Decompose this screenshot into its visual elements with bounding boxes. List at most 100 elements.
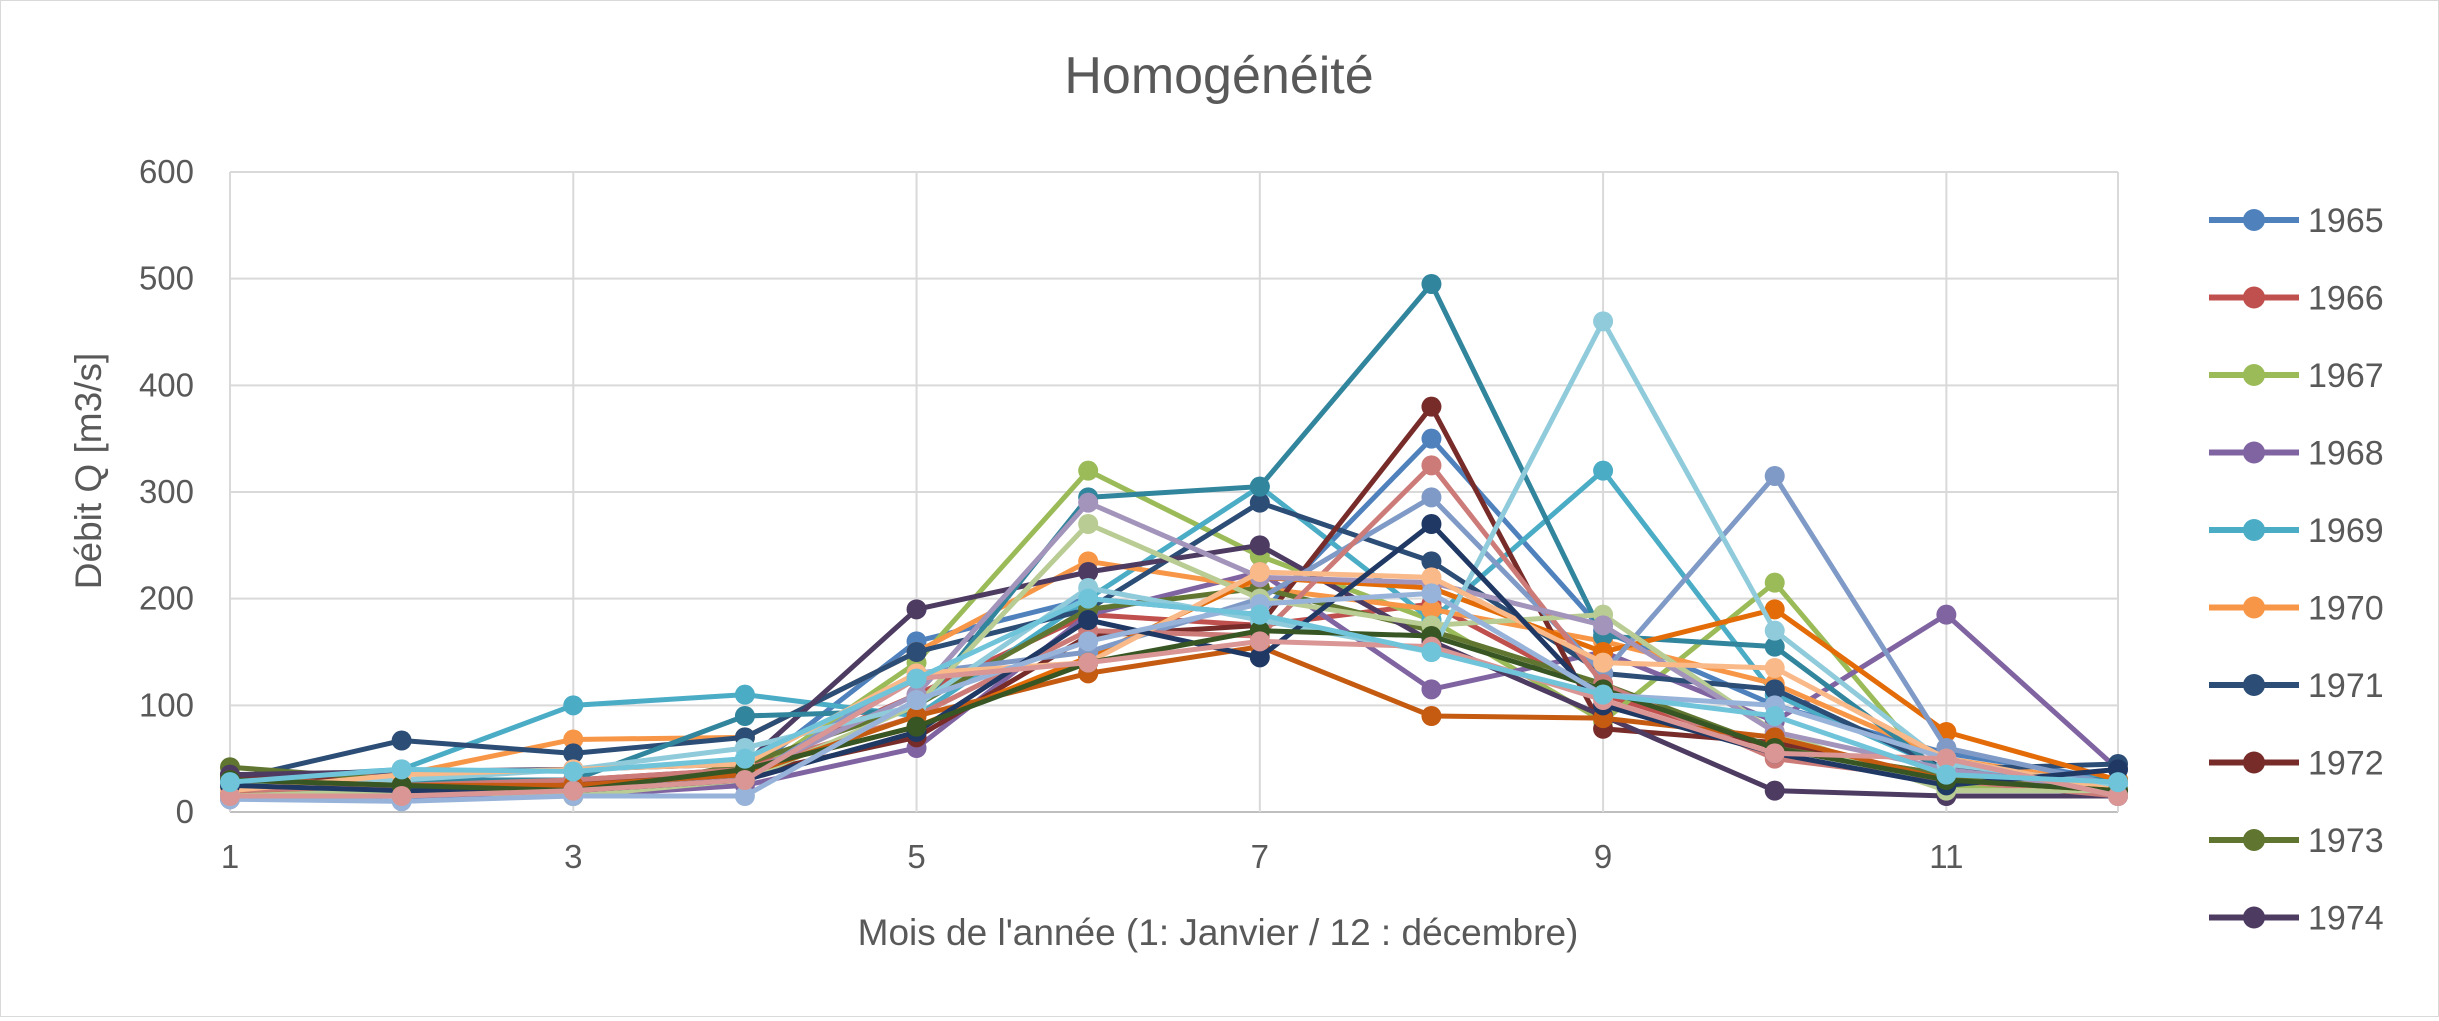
data-point — [1421, 455, 1442, 476]
data-point — [1249, 476, 1270, 497]
data-point — [1421, 583, 1442, 604]
legend-swatch-marker — [2243, 286, 2265, 309]
data-point — [1421, 551, 1442, 572]
data-point — [1764, 572, 1785, 593]
legend-item-1968: 1968 — [2209, 435, 2384, 473]
data-point — [906, 599, 927, 620]
x-axis-ticks: 1 3 5 7 9 11 — [221, 838, 1964, 875]
legend-label: 1968 — [2308, 435, 2384, 473]
data-point — [1078, 492, 1099, 513]
data-point — [391, 786, 412, 806]
data-point — [1249, 647, 1270, 668]
data-point — [1764, 743, 1785, 764]
data-point — [1078, 652, 1099, 673]
data-point — [1764, 679, 1785, 700]
series-line — [227, 596, 2121, 785]
legend-swatch-marker — [2243, 364, 2265, 386]
data-point — [220, 786, 240, 806]
data-point — [1421, 599, 1442, 620]
y-tick-label: 100 — [139, 686, 194, 723]
data-point — [1936, 604, 1957, 625]
y-axis-label: Débit Q [m3/s] — [68, 353, 109, 589]
series-unlabeled-24 — [220, 588, 2128, 793]
y-tick-label: 200 — [139, 580, 194, 617]
data-point — [1249, 535, 1270, 556]
data-point — [1249, 492, 1270, 513]
legend-swatch-marker — [2243, 674, 2265, 696]
data-point — [1593, 684, 1614, 705]
legend-label: 1966 — [2308, 280, 2384, 318]
x-axis-label: Mois de l'année (1: Janvier / 12 : décem… — [858, 912, 1579, 953]
series-layer — [220, 274, 2128, 812]
data-point — [1764, 706, 1785, 726]
data-point — [1593, 652, 1614, 673]
data-point — [1078, 562, 1099, 582]
legend-swatch-marker — [2243, 519, 2265, 541]
data-point — [1764, 636, 1785, 657]
legend-label: 1972 — [2308, 745, 2384, 783]
data-point — [563, 761, 584, 782]
data-point — [1764, 620, 1785, 641]
legend-item-1973: 1973 — [2209, 822, 2384, 860]
data-point — [734, 770, 755, 790]
legend-swatch-marker — [2243, 906, 2265, 929]
data-point — [906, 690, 927, 710]
data-point — [1421, 274, 1442, 294]
legend-swatch-marker — [2243, 209, 2265, 231]
data-point — [1078, 514, 1099, 534]
legend-item-1966: 1966 — [2209, 280, 2384, 318]
legend-item-1965: 1965 — [2209, 202, 2384, 240]
data-point — [563, 729, 584, 750]
gridlines — [229, 171, 2119, 813]
data-point — [734, 786, 755, 806]
data-point — [1421, 567, 1442, 588]
data-point — [1249, 631, 1270, 652]
data-point — [906, 716, 927, 737]
legend-label: 1974 — [2308, 900, 2384, 938]
legend-label: 1970 — [2308, 590, 2384, 628]
data-point — [563, 743, 584, 764]
data-point — [1421, 396, 1442, 417]
legend-label: 1971 — [2308, 667, 2384, 705]
data-point — [1078, 460, 1099, 481]
legend-swatch-marker — [2243, 751, 2265, 774]
data-point — [2108, 772, 2128, 793]
data-point — [1421, 642, 1442, 662]
series-line — [227, 500, 2121, 783]
data-point — [1764, 780, 1785, 801]
data-point — [1764, 466, 1785, 486]
series-1965 — [220, 428, 2128, 799]
x-tick-label: 9 — [1594, 838, 1612, 875]
data-point — [2108, 786, 2128, 806]
data-point — [1421, 679, 1442, 700]
data-point — [1249, 604, 1270, 625]
x-tick-label: 11 — [1929, 838, 1963, 875]
data-point — [1078, 610, 1099, 630]
data-point — [1078, 588, 1099, 609]
data-point — [1421, 706, 1442, 726]
y-tick-label: 600 — [139, 153, 194, 190]
legend-swatch-marker — [2243, 829, 2265, 851]
y-axis-ticks: 0 100 200 300 400 500 600 — [139, 153, 194, 830]
legend-item-1971: 1971 — [2209, 667, 2384, 705]
legend-swatch-marker — [2243, 441, 2265, 464]
legend-item-1972: 1972 — [2209, 745, 2384, 783]
legend-item-1967: 1967 — [2209, 357, 2384, 395]
data-point — [563, 780, 584, 801]
legend: 1965 1966 1967 1968 1969 1970 1971 1972 1973 1974 — [2209, 202, 2384, 938]
data-point — [1421, 487, 1442, 508]
legend-item-1969: 1969 — [2209, 512, 2384, 550]
x-tick-label: 5 — [907, 838, 925, 875]
data-point — [563, 695, 584, 716]
data-point — [1936, 764, 1957, 785]
data-point — [734, 748, 755, 769]
legend-label: 1965 — [2308, 202, 2384, 240]
data-point — [391, 730, 412, 751]
data-point — [1249, 562, 1270, 582]
data-point — [220, 772, 240, 793]
series-line — [227, 638, 2121, 799]
data-point — [734, 706, 755, 726]
series-line — [227, 644, 2121, 794]
series-line — [227, 558, 2121, 788]
